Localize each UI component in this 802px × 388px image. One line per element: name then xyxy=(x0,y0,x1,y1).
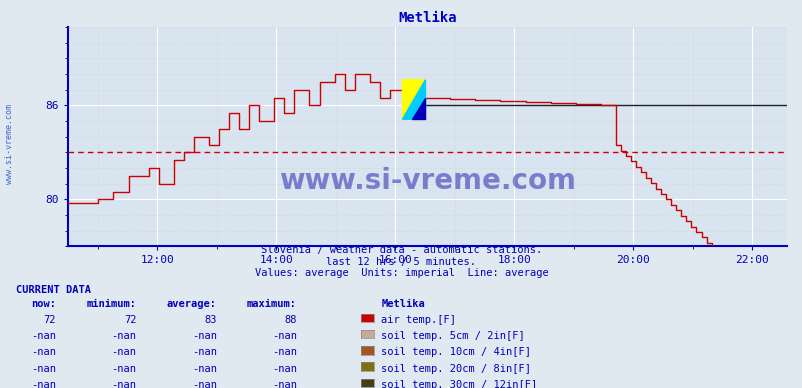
Text: -nan: -nan xyxy=(31,364,56,374)
Text: -nan: -nan xyxy=(111,331,136,341)
Text: Values: average  Units: imperial  Line: average: Values: average Units: imperial Line: av… xyxy=(254,268,548,278)
Text: -nan: -nan xyxy=(272,380,297,388)
Text: www.si-vreme.com: www.si-vreme.com xyxy=(5,104,14,184)
Text: -nan: -nan xyxy=(192,380,217,388)
Text: -nan: -nan xyxy=(31,331,56,341)
Text: 72: 72 xyxy=(43,315,56,325)
Text: -nan: -nan xyxy=(272,331,297,341)
Text: minimum:: minimum: xyxy=(87,298,136,308)
Text: -nan: -nan xyxy=(272,364,297,374)
Text: -nan: -nan xyxy=(192,331,217,341)
Text: last 12 hrs / 5 minutes.: last 12 hrs / 5 minutes. xyxy=(326,256,476,267)
Text: soil temp. 10cm / 4in[F]: soil temp. 10cm / 4in[F] xyxy=(381,347,531,357)
Text: soil temp. 30cm / 12in[F]: soil temp. 30cm / 12in[F] xyxy=(381,380,537,388)
Title: Metlika: Metlika xyxy=(398,10,456,24)
Text: -nan: -nan xyxy=(111,347,136,357)
Polygon shape xyxy=(411,97,425,119)
Text: average:: average: xyxy=(167,298,217,308)
Text: -nan: -nan xyxy=(111,380,136,388)
Text: 88: 88 xyxy=(284,315,297,325)
Text: soil temp. 5cm / 2in[F]: soil temp. 5cm / 2in[F] xyxy=(381,331,525,341)
Text: maximum:: maximum: xyxy=(247,298,297,308)
Text: -nan: -nan xyxy=(111,364,136,374)
Text: -nan: -nan xyxy=(192,347,217,357)
Polygon shape xyxy=(402,80,425,119)
Text: now:: now: xyxy=(31,298,56,308)
Text: -nan: -nan xyxy=(272,347,297,357)
Text: -nan: -nan xyxy=(192,364,217,374)
Text: 83: 83 xyxy=(204,315,217,325)
Text: 72: 72 xyxy=(124,315,136,325)
Polygon shape xyxy=(402,80,425,119)
Text: air temp.[F]: air temp.[F] xyxy=(381,315,456,325)
Text: -nan: -nan xyxy=(31,347,56,357)
Text: -nan: -nan xyxy=(31,380,56,388)
Text: CURRENT DATA: CURRENT DATA xyxy=(16,285,91,295)
Text: Metlika: Metlika xyxy=(381,298,424,308)
Text: soil temp. 20cm / 8in[F]: soil temp. 20cm / 8in[F] xyxy=(381,364,531,374)
Text: www.si-vreme.com: www.si-vreme.com xyxy=(279,166,575,195)
Text: Slovenia / weather data - automatic stations.: Slovenia / weather data - automatic stat… xyxy=(261,245,541,255)
